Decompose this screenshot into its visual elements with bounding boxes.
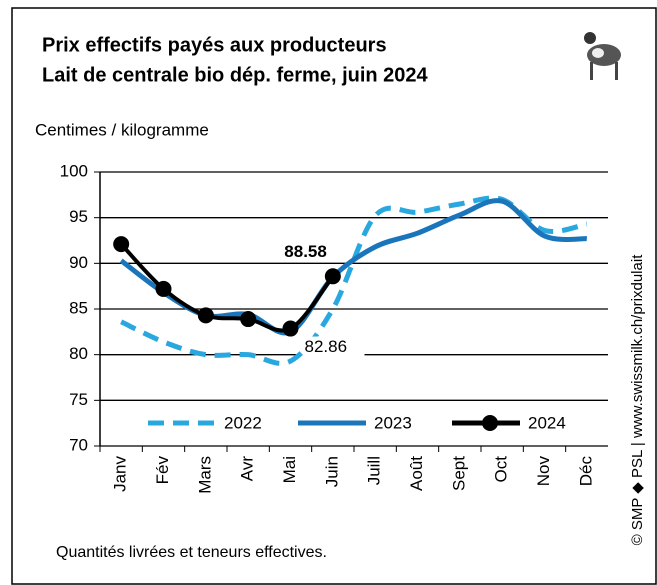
x-tick-label: Juin: [322, 456, 341, 487]
frame: [11, 7, 657, 585]
y-tick-label: 90: [69, 253, 88, 272]
legend-label: 2022: [224, 413, 262, 432]
point: [197, 307, 214, 324]
footnote: Quantités livrées et teneurs effectives.: [56, 544, 327, 561]
x-tick-label: Oct: [492, 456, 511, 483]
point: [324, 268, 341, 285]
y-tick-label: 95: [69, 207, 88, 226]
unit-label: Centimes / kilogramme: [35, 120, 209, 139]
y-tick-label: 85: [69, 298, 88, 317]
x-tick-label: Mars: [195, 456, 214, 494]
point: [240, 311, 257, 328]
x-tick-label: Déc: [576, 456, 595, 487]
legend-label: 2023: [374, 413, 412, 432]
legend-label: 2024: [528, 413, 566, 432]
x-tick-label: Mai: [280, 456, 299, 483]
value-label: 88.58: [284, 242, 327, 261]
point: [155, 280, 172, 297]
credit: © SMP ◆ PSL | www.swissmilk.ch/prixdulai…: [629, 254, 646, 546]
point: [113, 236, 130, 253]
x-tick-label: Août: [407, 456, 426, 491]
label-bg: [302, 336, 365, 359]
legend-marker: [482, 415, 498, 431]
x-tick-label: Janv: [111, 456, 130, 492]
y-tick-label: 80: [69, 344, 88, 363]
title: Prix effectifs payés aux producteurs: [42, 34, 387, 56]
x-tick-label: Nov: [534, 456, 553, 487]
value-label: 82.86: [305, 337, 348, 356]
y-tick-label: 70: [69, 435, 88, 454]
x-tick-label: Avr: [238, 456, 257, 482]
title: Lait de centrale bio dép. ferme, juin 20…: [42, 64, 429, 86]
point: [282, 320, 299, 337]
y-tick-label: 100: [60, 161, 88, 180]
x-tick-label: Sept: [449, 456, 468, 491]
cow-icon: [584, 32, 621, 80]
y-tick-label: 75: [69, 390, 88, 409]
x-tick-label: Juill: [365, 456, 384, 485]
x-tick-label: Fév: [153, 456, 172, 485]
